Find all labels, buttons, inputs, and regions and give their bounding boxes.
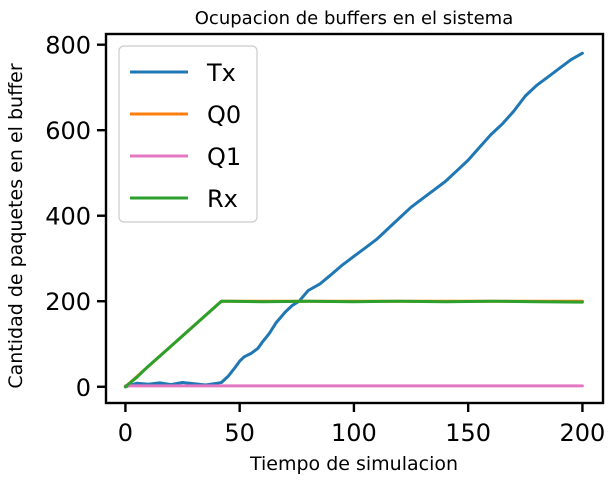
y-tick-label: 800 <box>45 32 91 60</box>
x-tick-label: 100 <box>331 419 377 447</box>
ticks-layer: 0 50 100 150 200 0 200 400 600 800 <box>45 32 605 447</box>
legend: Tx Q0 Q1 Rx <box>118 45 258 223</box>
series-line-tx <box>123 51 584 389</box>
legend-label-q1: Q1 <box>207 143 241 171</box>
series-layer <box>123 51 584 389</box>
x-tick-label: 50 <box>224 419 255 447</box>
series-line-rx <box>123 299 584 389</box>
y-tick-label: 400 <box>45 203 91 231</box>
y-tick-label: 600 <box>45 117 91 145</box>
legend-label-q0: Q0 <box>207 101 241 129</box>
legend-box <box>118 45 258 223</box>
series-line-q0 <box>123 299 584 389</box>
x-tick-label: 0 <box>118 419 133 447</box>
y-axis-label: Cantidad de paquetes en el buffer <box>5 63 27 389</box>
y-tick-label: 200 <box>45 288 91 316</box>
x-tick-label: 150 <box>445 419 491 447</box>
chart-title: Ocupacion de buffers en el sistema <box>195 8 513 29</box>
x-axis-label: Tiempo de simulacion <box>249 453 458 475</box>
y-tick-label: 0 <box>76 374 91 402</box>
legend-label-tx: Tx <box>206 59 236 87</box>
legend-label-rx: Rx <box>207 185 238 213</box>
x-tick-label: 200 <box>560 419 606 447</box>
